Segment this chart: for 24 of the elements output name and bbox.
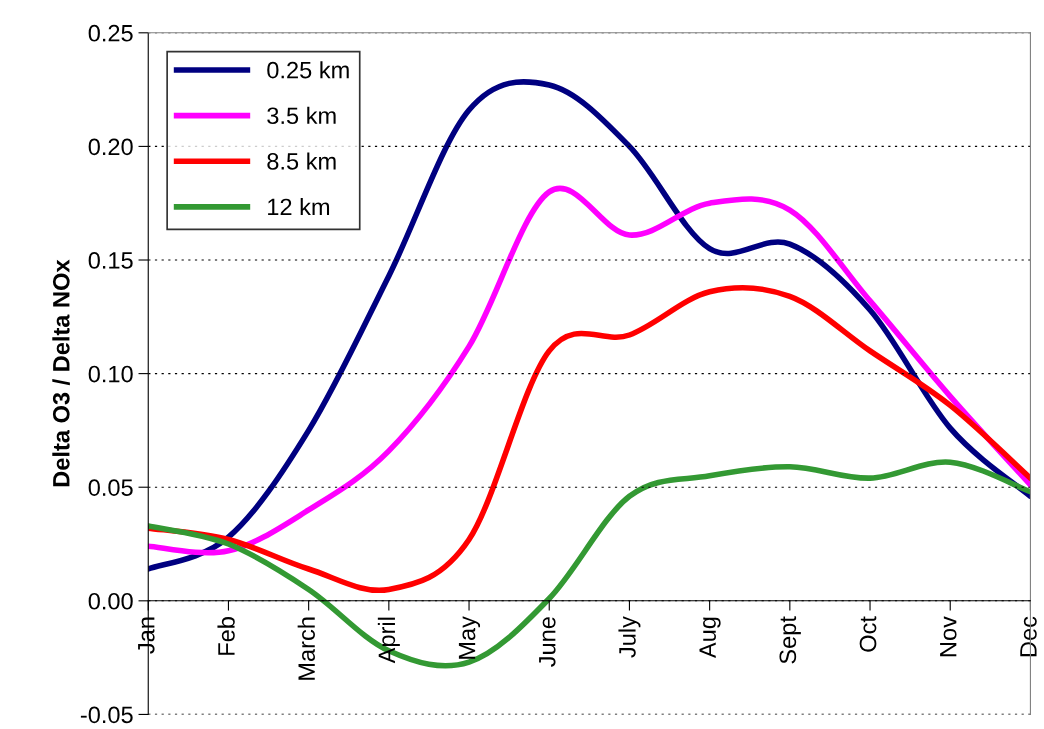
x-tick-label: Nov bbox=[940, 616, 957, 657]
x-tick-label: March bbox=[297, 617, 315, 680]
x-tick-label: Oct bbox=[859, 616, 877, 652]
y-tick-label: 0.00 bbox=[88, 592, 133, 610]
x-tick-label: Sept bbox=[779, 616, 801, 664]
x-tick-label: Jan bbox=[138, 617, 155, 654]
y-tick-label: 0.05 bbox=[88, 479, 133, 496]
x-tick-label: Aug bbox=[699, 617, 721, 659]
y-tick-label: 0.15 bbox=[88, 252, 133, 269]
x-tick-label: April bbox=[377, 617, 400, 664]
legend-label: 0.25 km bbox=[267, 61, 349, 79]
y-tick-label: 0.20 bbox=[88, 138, 133, 156]
legend-label: 3.5 km bbox=[267, 106, 336, 125]
x-tick-label: June bbox=[539, 617, 556, 667]
x-tick-label: Feb bbox=[217, 617, 235, 655]
y-tick-label: 0.10 bbox=[88, 365, 133, 383]
legend-label: 12 km bbox=[268, 198, 330, 216]
y-axis-title: Delta O3 / Delta NOx bbox=[52, 259, 70, 487]
x-tick-label: May bbox=[458, 616, 481, 659]
y-tick-label: 0.25 bbox=[88, 24, 133, 42]
y-tick-label: -0.05 bbox=[80, 706, 133, 724]
x-tick-label: Dec bbox=[1020, 616, 1037, 657]
x-tick-label: July bbox=[618, 616, 641, 658]
legend-label: 8.5 km bbox=[267, 152, 336, 170]
